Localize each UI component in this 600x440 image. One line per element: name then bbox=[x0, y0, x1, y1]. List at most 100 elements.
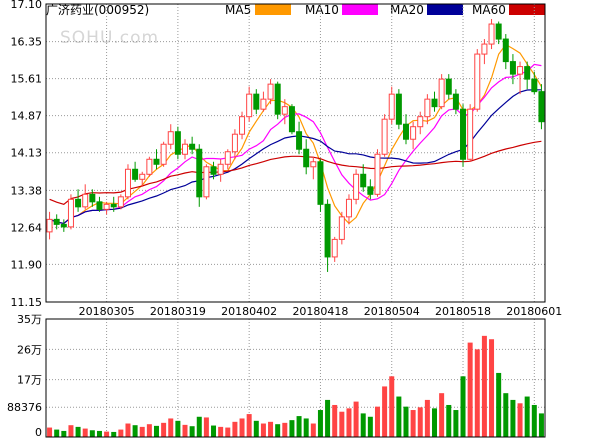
ma-line-ma20 bbox=[49, 89, 542, 225]
volume-bars bbox=[47, 335, 544, 437]
candle bbox=[210, 161, 217, 180]
watermark: SOHU.com bbox=[60, 28, 159, 48]
candle-body bbox=[182, 143, 189, 155]
candle-body bbox=[531, 78, 538, 93]
volume-bar bbox=[510, 399, 516, 437]
candle-body bbox=[196, 148, 203, 198]
candle-body bbox=[374, 153, 381, 195]
candle-body bbox=[124, 168, 131, 198]
candle-body bbox=[517, 66, 524, 75]
candle bbox=[531, 71, 538, 95]
candle bbox=[139, 171, 146, 187]
candle bbox=[345, 194, 352, 225]
candle bbox=[46, 211, 53, 240]
candle-body bbox=[217, 163, 224, 175]
volume-bar bbox=[403, 406, 409, 437]
legend-label-ma5: MA5 bbox=[225, 3, 251, 17]
candle bbox=[117, 194, 124, 210]
candle bbox=[167, 124, 174, 150]
price-tick-label: 13.38 bbox=[11, 184, 43, 197]
candle bbox=[82, 184, 89, 210]
candle bbox=[317, 159, 324, 212]
candle-body bbox=[524, 66, 531, 80]
volume-bar bbox=[424, 399, 430, 437]
legend-swatch-ma5 bbox=[255, 4, 291, 15]
volume-bar bbox=[389, 376, 395, 437]
candle-body bbox=[402, 123, 409, 140]
price-tick-label: 14.87 bbox=[11, 110, 43, 123]
candle-body bbox=[303, 148, 310, 168]
price-tick-label: 16.35 bbox=[11, 36, 43, 49]
candle bbox=[103, 201, 110, 215]
candle-body bbox=[360, 173, 367, 188]
volume-bar bbox=[211, 425, 217, 437]
candle-body bbox=[538, 91, 545, 123]
candle bbox=[438, 74, 445, 110]
volume-bar bbox=[168, 418, 174, 437]
candle bbox=[495, 21, 502, 45]
candle-body bbox=[388, 93, 395, 120]
candle-body bbox=[239, 116, 246, 135]
volume-bar bbox=[246, 414, 252, 437]
candle-body bbox=[502, 38, 509, 63]
volume-panel-frame bbox=[45, 318, 546, 438]
candle bbox=[388, 86, 395, 125]
volume-bar bbox=[410, 410, 416, 437]
volume-bar bbox=[439, 393, 445, 437]
volume-bar bbox=[225, 427, 231, 437]
candle-body bbox=[431, 98, 438, 108]
candle bbox=[132, 161, 139, 182]
candle bbox=[203, 164, 210, 200]
candle-body bbox=[367, 186, 374, 195]
candle bbox=[353, 169, 360, 205]
candle bbox=[517, 61, 524, 95]
candle-body bbox=[338, 216, 345, 240]
candle bbox=[488, 19, 495, 50]
legend-swatch-ma20 bbox=[427, 4, 463, 15]
price-panel-frame bbox=[45, 3, 546, 303]
candle bbox=[246, 86, 253, 122]
candle-body bbox=[495, 23, 502, 40]
volume-bar bbox=[260, 423, 266, 437]
date-tick-label: 20180305 bbox=[79, 305, 135, 318]
candle-body bbox=[117, 196, 124, 208]
volume-bar bbox=[75, 426, 81, 437]
volume-bar bbox=[82, 428, 88, 437]
candle-body bbox=[46, 218, 53, 233]
volume-bar bbox=[175, 420, 181, 437]
candle bbox=[538, 84, 545, 130]
candle-body bbox=[488, 23, 495, 45]
candle-body bbox=[224, 151, 231, 165]
candle bbox=[274, 81, 281, 120]
candle-body bbox=[146, 158, 153, 175]
candle bbox=[381, 114, 388, 157]
candle-body bbox=[353, 173, 360, 200]
axis-labels: 11.15 11.90 12.64 13.38 14.13 14.87 15.61 16.35… bbox=[7, 0, 562, 439]
price-tick-label: 11.15 bbox=[11, 296, 43, 309]
candle bbox=[431, 91, 438, 112]
candle-body bbox=[82, 193, 89, 208]
candle bbox=[374, 149, 381, 197]
volume-bar bbox=[153, 425, 159, 437]
volume-bar bbox=[54, 429, 60, 437]
candle bbox=[67, 194, 74, 230]
volume-bar bbox=[146, 424, 152, 437]
candle bbox=[402, 114, 409, 145]
volume-bar bbox=[289, 420, 295, 437]
candle-body bbox=[132, 168, 139, 180]
candle-body bbox=[139, 173, 146, 180]
candle bbox=[231, 129, 238, 160]
volume-bar bbox=[524, 396, 530, 437]
candle bbox=[253, 89, 260, 115]
ma-line-ma5 bbox=[49, 43, 542, 225]
ma-line-ma60 bbox=[49, 140, 542, 205]
candle-body bbox=[274, 83, 281, 115]
volume-bar bbox=[517, 403, 523, 437]
volume-bar bbox=[275, 424, 281, 437]
candle bbox=[445, 74, 452, 100]
candle-body bbox=[395, 93, 402, 125]
candle bbox=[452, 89, 459, 115]
volume-bar bbox=[538, 413, 544, 437]
candle-body bbox=[260, 98, 267, 110]
